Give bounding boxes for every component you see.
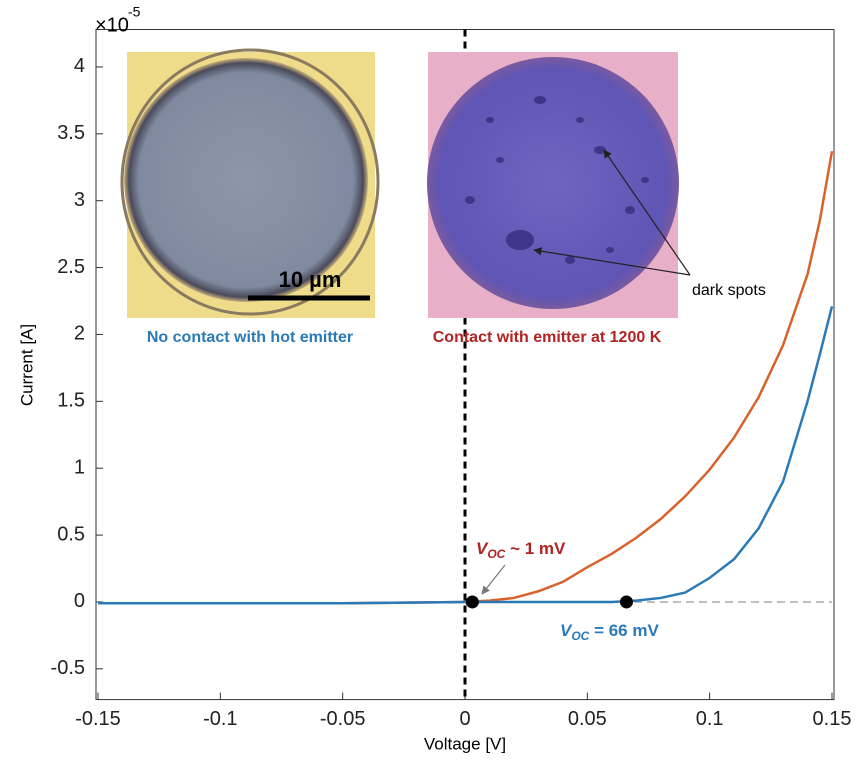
voc-subscript: OC — [487, 547, 505, 561]
voc-annotation: VOC ~ 1 mV — [476, 539, 566, 561]
x-tick-label: -0.1 — [203, 708, 237, 730]
y-scale-base: ×10 — [95, 14, 129, 36]
voc-annotation: VOC = 66 mV — [560, 621, 659, 643]
x-tick-label: -0.05 — [320, 708, 366, 730]
x-tick-label: 0.05 — [568, 708, 607, 730]
voc-symbol: V — [560, 621, 573, 640]
x-tick-label: 0.15 — [813, 708, 852, 730]
y-axis-label: Current [A] — [17, 324, 36, 406]
inset-caption: No contact with hot emitter — [147, 329, 353, 346]
inset-right — [427, 52, 679, 318]
y-tick-label: 1.5 — [57, 390, 85, 412]
x-axis-label: Voltage [V] — [424, 734, 506, 753]
y-scale-exponent: -5 — [128, 4, 141, 20]
y-tick-label: 0 — [74, 590, 85, 612]
x-tick-label: 0 — [459, 708, 470, 730]
voc-subscript: OC — [571, 629, 589, 643]
y-tick-label: 3 — [74, 189, 85, 211]
voc-marker — [619, 595, 633, 609]
y-tick-label: 0.5 — [57, 523, 85, 545]
inset-caption: Contact with emitter at 1200 K — [433, 329, 662, 346]
voc-marker — [465, 595, 479, 609]
y-tick-label: 4 — [74, 55, 85, 77]
scale-bar-label: 10 µm — [279, 267, 342, 292]
y-tick-label: -0.5 — [51, 657, 85, 679]
voc-symbol: V — [476, 539, 489, 558]
y-tick-label: 2.5 — [57, 256, 85, 278]
arrow-label: dark spots — [692, 282, 766, 299]
voc-text: = 66 mV — [589, 621, 659, 640]
voc-text: ~ 1 mV — [505, 539, 566, 558]
inset-left: 10 µm — [120, 48, 380, 318]
y-tick-label: 2 — [74, 323, 85, 345]
y-tick-label: 1 — [74, 456, 85, 478]
x-tick-label: -0.15 — [75, 708, 121, 730]
x-tick-label: 0.1 — [696, 708, 724, 730]
y-tick-label: 3.5 — [57, 122, 85, 144]
